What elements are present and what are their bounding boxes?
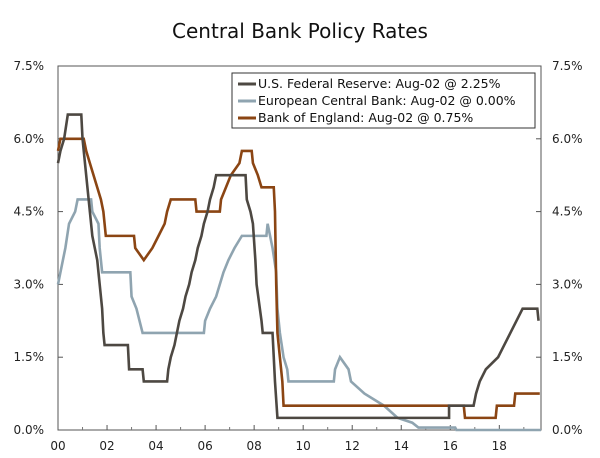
y-tick-label-right: 4.5% [552, 205, 583, 219]
series-line-boe [56, 137, 540, 420]
legend-label-boe: Bank of England: Aug-02 @ 0.75% [258, 110, 473, 125]
x-tick-label: 02 [99, 439, 114, 453]
y-tick-label-left: 3.0% [14, 277, 45, 291]
x-axis: 00 02 04 06 08 10 12 14 16 18 [50, 425, 525, 453]
y-tick-label-right: 1.5% [552, 350, 583, 364]
y-tick-label-left: 6.0% [14, 132, 45, 146]
y-tick-label-right: 3.0% [552, 277, 583, 291]
plot-frame [57, 65, 542, 431]
y-tick-label-left: 7.5% [14, 59, 45, 73]
chart-title: Central Bank Policy Rates [172, 19, 428, 43]
y-tick-label-left: 4.5% [14, 205, 45, 219]
y-tick-label-right: 7.5% [552, 59, 583, 73]
x-tick-label: 14 [394, 439, 409, 453]
series-layer [56, 113, 541, 432]
x-tick-label: 18 [492, 439, 507, 453]
y-axis-right: 0.0% 1.5% 3.0% 4.5% 6.0% 7.5% [536, 59, 583, 437]
series-line-fed [56, 113, 540, 420]
y-tick-label-left: 0.0% [14, 423, 45, 437]
legend: U.S. Federal Reserve: Aug-02 @ 2.25% Eur… [231, 72, 536, 129]
y-tick-label-right: 0.0% [552, 423, 583, 437]
x-tick-label: 00 [50, 439, 65, 453]
legend-box [231, 72, 536, 129]
series-line-ecb [56, 198, 541, 432]
x-tick-label: 06 [197, 439, 212, 453]
x-tick-label: 08 [247, 439, 262, 453]
x-tick-label: 16 [443, 439, 458, 453]
legend-label-ecb: European Central Bank: Aug-02 @ 0.00% [258, 93, 516, 108]
y-axis-left: 0.0% 1.5% 3.0% 4.5% 6.0% 7.5% [14, 59, 63, 437]
legend-label-fed: U.S. Federal Reserve: Aug-02 @ 2.25% [258, 76, 501, 91]
x-tick-label: 04 [148, 439, 163, 453]
x-tick-label: 12 [345, 439, 360, 453]
y-tick-label-left: 1.5% [14, 350, 45, 364]
y-tick-label-right: 6.0% [552, 132, 583, 146]
x-tick-label: 10 [296, 439, 311, 453]
